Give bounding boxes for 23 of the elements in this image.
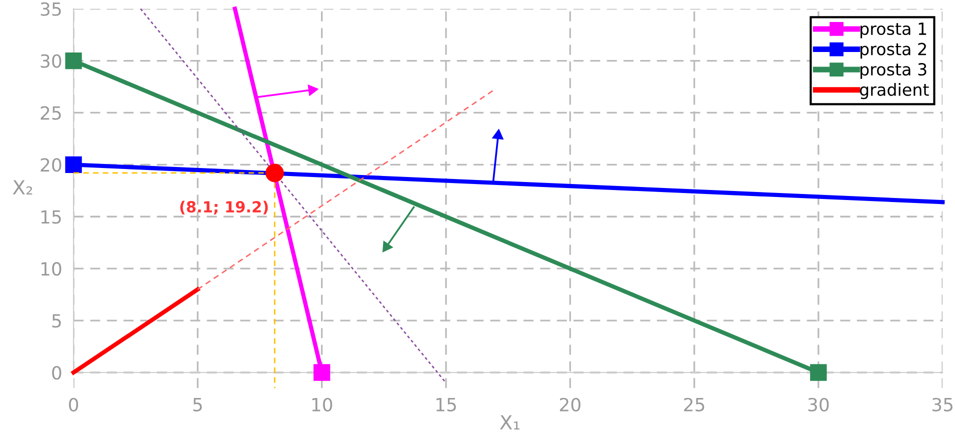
x-tick-label: 5 <box>193 398 202 412</box>
legend-label: prosta 1 <box>860 22 926 38</box>
y-tick-label: 5 <box>52 314 61 328</box>
x-tick-label: 15 <box>436 398 456 412</box>
x-tick-label: 25 <box>684 398 704 412</box>
x-tick-label: 30 <box>808 398 829 412</box>
y-tick-label: 25 <box>40 106 61 120</box>
legend-label: prosta 2 <box>860 42 926 59</box>
x-axis-title: X₁ <box>500 415 520 430</box>
y-tick-label: 15 <box>41 210 61 224</box>
y-tick-label: 20 <box>40 158 62 172</box>
legend-label: gradient <box>860 83 929 100</box>
x-tick-label: 35 <box>932 398 952 412</box>
y-axis-title: X₂ <box>12 180 32 194</box>
y-tick-label: 35 <box>40 2 61 16</box>
x-tick-label: 0 <box>68 398 78 412</box>
y-tick-label: 0 <box>52 366 62 380</box>
x-tick-label: 10 <box>312 398 332 412</box>
legend-label: prosta 3 <box>860 63 926 79</box>
x-tick-label: 20 <box>560 398 580 412</box>
y-tick-label: 10 <box>41 262 62 276</box>
y-tick-label: 30 <box>40 54 62 68</box>
annotation: (8.1; 19.2) <box>180 200 268 215</box>
